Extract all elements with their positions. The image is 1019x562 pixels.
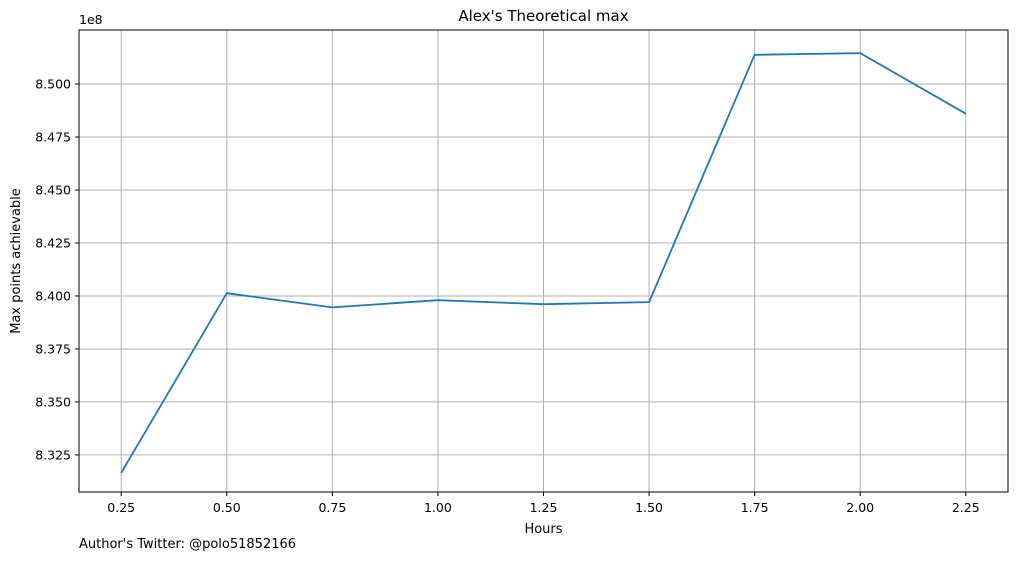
x-tick-label: 2.00	[846, 500, 874, 515]
x-tick-label: 0.50	[213, 500, 241, 515]
grid	[79, 30, 1008, 492]
y-tick-label: 8.425	[35, 235, 71, 250]
x-tick-label: 1.00	[424, 500, 452, 515]
series-layer	[120, 52, 967, 474]
x-tick-label: 1.50	[635, 500, 663, 515]
series-line	[120, 52, 967, 474]
ticks: 0.25 0.50 0.75 1.00 1.25 1.50 1.75 2.00 2.25 8.32…	[35, 77, 979, 515]
x-tick-label: 2.25	[952, 500, 980, 515]
author-credit: Author's Twitter: @polo51852166	[79, 537, 297, 552]
y-axis-label: Max points achievable	[9, 188, 24, 334]
y-tick-label: 8.400	[35, 288, 71, 303]
x-tick-label: 1.75	[741, 500, 769, 515]
y-tick-label: 8.350	[35, 394, 71, 409]
chart-title: Alex's Theoretical max	[458, 7, 628, 25]
y-tick-label: 8.500	[35, 77, 71, 92]
y-tick-label: 8.475	[35, 130, 71, 145]
y-tick-label: 8.325	[35, 447, 71, 462]
x-tick-label: 1.25	[530, 500, 558, 515]
x-tick-label: 0.25	[107, 500, 135, 515]
y-tick-label: 8.450	[35, 183, 71, 198]
y-offset-label: 1e8	[79, 12, 103, 27]
y-tick-label: 8.375	[35, 341, 71, 356]
x-tick-label: 0.75	[318, 500, 346, 515]
x-axis-label: Hours	[524, 522, 562, 537]
